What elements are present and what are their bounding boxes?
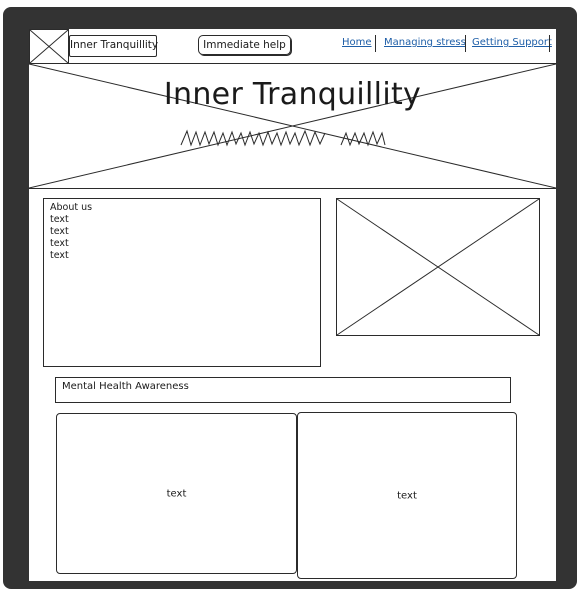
- about-us-panel: About us text text text text: [43, 198, 321, 367]
- content-card: text: [56, 413, 297, 574]
- side-image-placeholder: [336, 198, 540, 336]
- about-text-line: text: [50, 226, 69, 237]
- device-frame: Inner Tranquillity Immediate help Home M…: [3, 7, 577, 589]
- about-us-heading: About us: [50, 202, 93, 213]
- nav-divider: [549, 35, 550, 52]
- hero-subtitle-scribble: [180, 129, 386, 147]
- content-card: text: [297, 412, 517, 579]
- awareness-title: Mental Health Awareness: [62, 381, 189, 392]
- immediate-help-button[interactable]: Immediate help: [198, 35, 291, 55]
- immediate-help-label: Immediate help: [203, 39, 286, 51]
- nav-link-home[interactable]: Home: [342, 37, 372, 48]
- logo-image-placeholder: [29, 29, 69, 64]
- hero-title: Inner Tranquillity: [163, 77, 422, 112]
- hero-image-placeholder: Inner Tranquillity: [29, 63, 556, 189]
- brand-label[interactable]: Inner Tranquillity: [69, 35, 159, 57]
- card-text: text: [166, 488, 187, 499]
- nav-divider: [465, 35, 466, 52]
- about-text-line: text: [50, 238, 69, 249]
- brand-text: Inner Tranquillity: [70, 39, 159, 51]
- nav-divider: [375, 35, 376, 52]
- nav-link-managing-stress[interactable]: Managing stress: [384, 37, 466, 48]
- card-text: text: [397, 490, 417, 501]
- nav-link-getting-support[interactable]: Getting Support: [472, 37, 552, 48]
- about-text-line: text: [50, 214, 69, 225]
- page-canvas: Inner Tranquillity Immediate help Home M…: [29, 29, 556, 581]
- mental-health-awareness-heading: Mental Health Awareness: [55, 377, 511, 403]
- about-text-line: text: [50, 250, 69, 261]
